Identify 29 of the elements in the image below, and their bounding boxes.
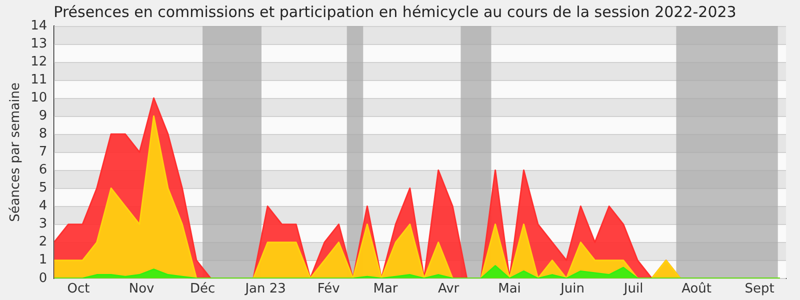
y-tick-label: 9 — [38, 108, 48, 124]
y-tick-label: 1 — [38, 252, 48, 268]
x-tick-label: Août — [682, 282, 712, 297]
y-tick-label: 7 — [38, 144, 48, 160]
x-tick-label: Juil — [622, 282, 644, 297]
y-tick-label: 4 — [38, 198, 48, 214]
x-tick-label: Jan 23 — [244, 282, 286, 297]
y-tick-label: 14 — [30, 18, 48, 34]
y-tick-label: 3 — [38, 216, 48, 232]
x-tick-label: Avr — [438, 282, 460, 297]
y-tick-label: 6 — [38, 162, 48, 178]
x-tick-label: Nov — [128, 282, 155, 297]
y-tick-label: 11 — [30, 72, 48, 88]
y-axis-title: Séances par semaine — [8, 82, 24, 222]
x-tick-label: Mai — [498, 282, 521, 297]
y-tick-label: 0 — [38, 270, 48, 286]
x-tick-label: Juin — [560, 282, 585, 297]
x-tick-label: Déc — [190, 282, 216, 297]
y-tick-label: 2 — [38, 234, 48, 250]
y-tick-label: 13 — [30, 36, 48, 52]
y-tick-label: 8 — [38, 126, 48, 142]
x-tick-label: Fév — [317, 282, 340, 297]
x-tick-label: Oct — [67, 282, 90, 297]
y-tick-label: 10 — [30, 90, 48, 106]
x-tick-label: Mar — [373, 282, 398, 297]
chart-title: Présences en commissions et participation en hémicycle au cours de la session 2022-2023 — [54, 2, 736, 21]
y-tick-label: 12 — [30, 54, 48, 70]
x-tick-label: Sept — [744, 282, 774, 297]
y-tick-label: 5 — [38, 180, 48, 196]
